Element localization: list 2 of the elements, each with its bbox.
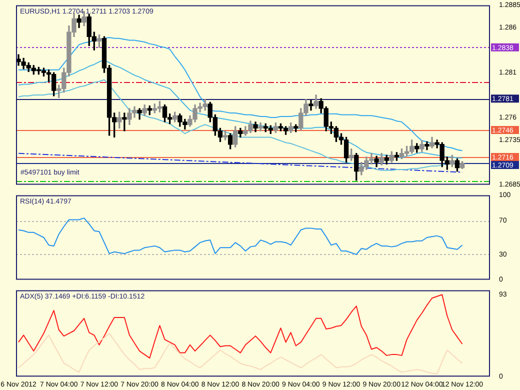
candlestick xyxy=(308,100,314,111)
candlestick xyxy=(258,122,263,132)
